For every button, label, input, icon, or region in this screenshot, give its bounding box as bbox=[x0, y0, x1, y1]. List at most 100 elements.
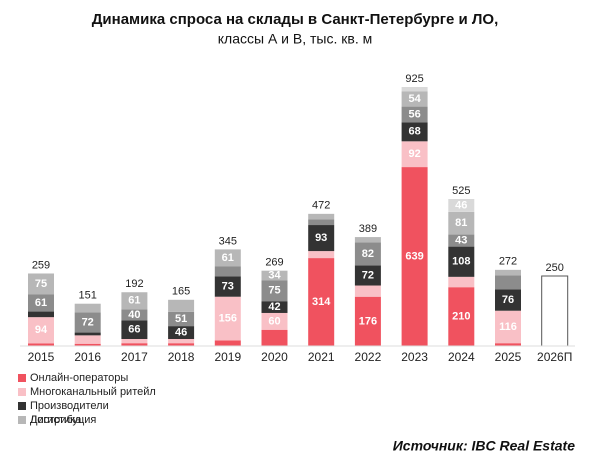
bar-segment bbox=[74, 303, 101, 313]
legend-label: Онлайн-операторы bbox=[30, 372, 128, 384]
value-label: 34 bbox=[268, 269, 281, 281]
bar-segment bbox=[354, 285, 381, 297]
x-tick-label: 2015 bbox=[28, 350, 55, 364]
value-label: 176 bbox=[359, 315, 377, 327]
bar-segment bbox=[401, 122, 428, 142]
x-tick-label: 2021 bbox=[308, 350, 335, 364]
bar-segment bbox=[448, 234, 475, 247]
forecast-bar bbox=[541, 275, 569, 347]
bar-segment bbox=[495, 343, 521, 346]
value-label: 54 bbox=[408, 93, 421, 105]
value-label: 60 bbox=[268, 315, 280, 327]
x-tick-label: 2019 bbox=[214, 350, 241, 364]
value-label: 75 bbox=[35, 278, 47, 290]
bar-segment bbox=[261, 280, 288, 302]
value-label: 61 bbox=[128, 295, 140, 307]
value-label: 82 bbox=[362, 248, 374, 260]
x-tick-label: 2022 bbox=[355, 350, 382, 364]
total-label: 925 bbox=[405, 73, 423, 85]
legend-label: Многоканальный ритейл bbox=[30, 386, 156, 398]
bar-segment bbox=[448, 199, 475, 212]
source: Источник: IBC Real Estate bbox=[393, 438, 575, 454]
value-label: 46 bbox=[455, 199, 467, 211]
bar-segment bbox=[121, 339, 148, 344]
value-label: 156 bbox=[219, 312, 237, 324]
x-tick-label: 2026П bbox=[537, 350, 572, 364]
bar-segment bbox=[214, 340, 241, 346]
value-label: 93 bbox=[315, 232, 327, 244]
total-label: 192 bbox=[125, 278, 143, 290]
value-label: 94 bbox=[35, 324, 48, 336]
bar-segment bbox=[495, 310, 521, 344]
bar-segment bbox=[354, 265, 381, 286]
legend-swatch bbox=[18, 374, 26, 382]
legend-label: Дистрибуция bbox=[30, 414, 96, 426]
value-label: 72 bbox=[362, 269, 374, 281]
total-label: 259 bbox=[32, 259, 50, 271]
legend-swatch bbox=[18, 416, 26, 424]
bar-segment bbox=[448, 246, 475, 277]
x-tick-label: 2020 bbox=[261, 350, 288, 364]
bar-segment bbox=[168, 311, 195, 327]
bar-segment bbox=[261, 312, 288, 330]
bar-segment bbox=[354, 237, 381, 243]
bar-segment bbox=[121, 343, 148, 346]
x-tick-label: 2018 bbox=[168, 350, 195, 364]
bar-segment bbox=[121, 309, 148, 321]
total-label: 165 bbox=[172, 286, 190, 298]
value-label: 40 bbox=[128, 309, 140, 321]
value-label: 81 bbox=[455, 217, 467, 229]
bar-segment bbox=[214, 296, 241, 341]
total-label: 250 bbox=[546, 262, 564, 274]
bar-segment bbox=[168, 299, 195, 312]
value-label: 61 bbox=[222, 252, 234, 264]
value-label: 46 bbox=[175, 326, 187, 338]
bar-segment bbox=[28, 343, 54, 346]
bar-segment bbox=[308, 251, 335, 259]
bar-segment bbox=[74, 343, 101, 346]
value-label: 639 bbox=[405, 250, 423, 262]
bar-segment bbox=[308, 225, 335, 252]
bar-segment bbox=[495, 275, 521, 290]
total-label: 272 bbox=[499, 256, 517, 268]
bar-segment bbox=[495, 289, 521, 311]
value-label: 61 bbox=[35, 297, 47, 309]
x-tick-label: 2023 bbox=[401, 350, 428, 364]
bar-segment bbox=[74, 312, 101, 333]
value-label: 108 bbox=[452, 256, 470, 268]
total-label: 525 bbox=[452, 185, 470, 197]
bar-segment bbox=[401, 167, 428, 346]
value-label: 42 bbox=[268, 301, 280, 313]
x-tick-label: 2024 bbox=[448, 350, 475, 364]
bar-segment bbox=[308, 258, 335, 346]
bar-segment bbox=[74, 332, 101, 336]
value-label: 56 bbox=[408, 108, 420, 120]
bar-segment bbox=[448, 211, 475, 235]
value-label: 314 bbox=[312, 296, 331, 308]
bar-segment bbox=[261, 329, 288, 346]
legend-swatch bbox=[18, 388, 26, 396]
bar-segment bbox=[261, 270, 288, 281]
value-label: 76 bbox=[502, 294, 514, 306]
value-label: 210 bbox=[452, 311, 470, 323]
total-label: 472 bbox=[312, 200, 330, 212]
bar-segment bbox=[168, 326, 195, 339]
bar-segment bbox=[214, 276, 241, 297]
value-label: 116 bbox=[499, 321, 517, 333]
value-label: 68 bbox=[408, 126, 420, 138]
bar-segment bbox=[168, 339, 195, 344]
bar-segment bbox=[448, 287, 475, 346]
bar-segment bbox=[308, 213, 335, 220]
legend-label: Производители bbox=[30, 400, 109, 412]
value-label: 66 bbox=[128, 324, 140, 336]
bar-segment bbox=[401, 91, 428, 107]
total-label: 389 bbox=[359, 223, 377, 235]
bar-segment bbox=[401, 106, 428, 123]
bar-segment bbox=[495, 269, 521, 276]
x-tick-label: 2025 bbox=[495, 350, 522, 364]
bar-segment bbox=[28, 317, 54, 344]
value-label: 51 bbox=[175, 313, 187, 325]
value-label: 72 bbox=[82, 316, 94, 328]
bar-segment bbox=[28, 311, 54, 318]
